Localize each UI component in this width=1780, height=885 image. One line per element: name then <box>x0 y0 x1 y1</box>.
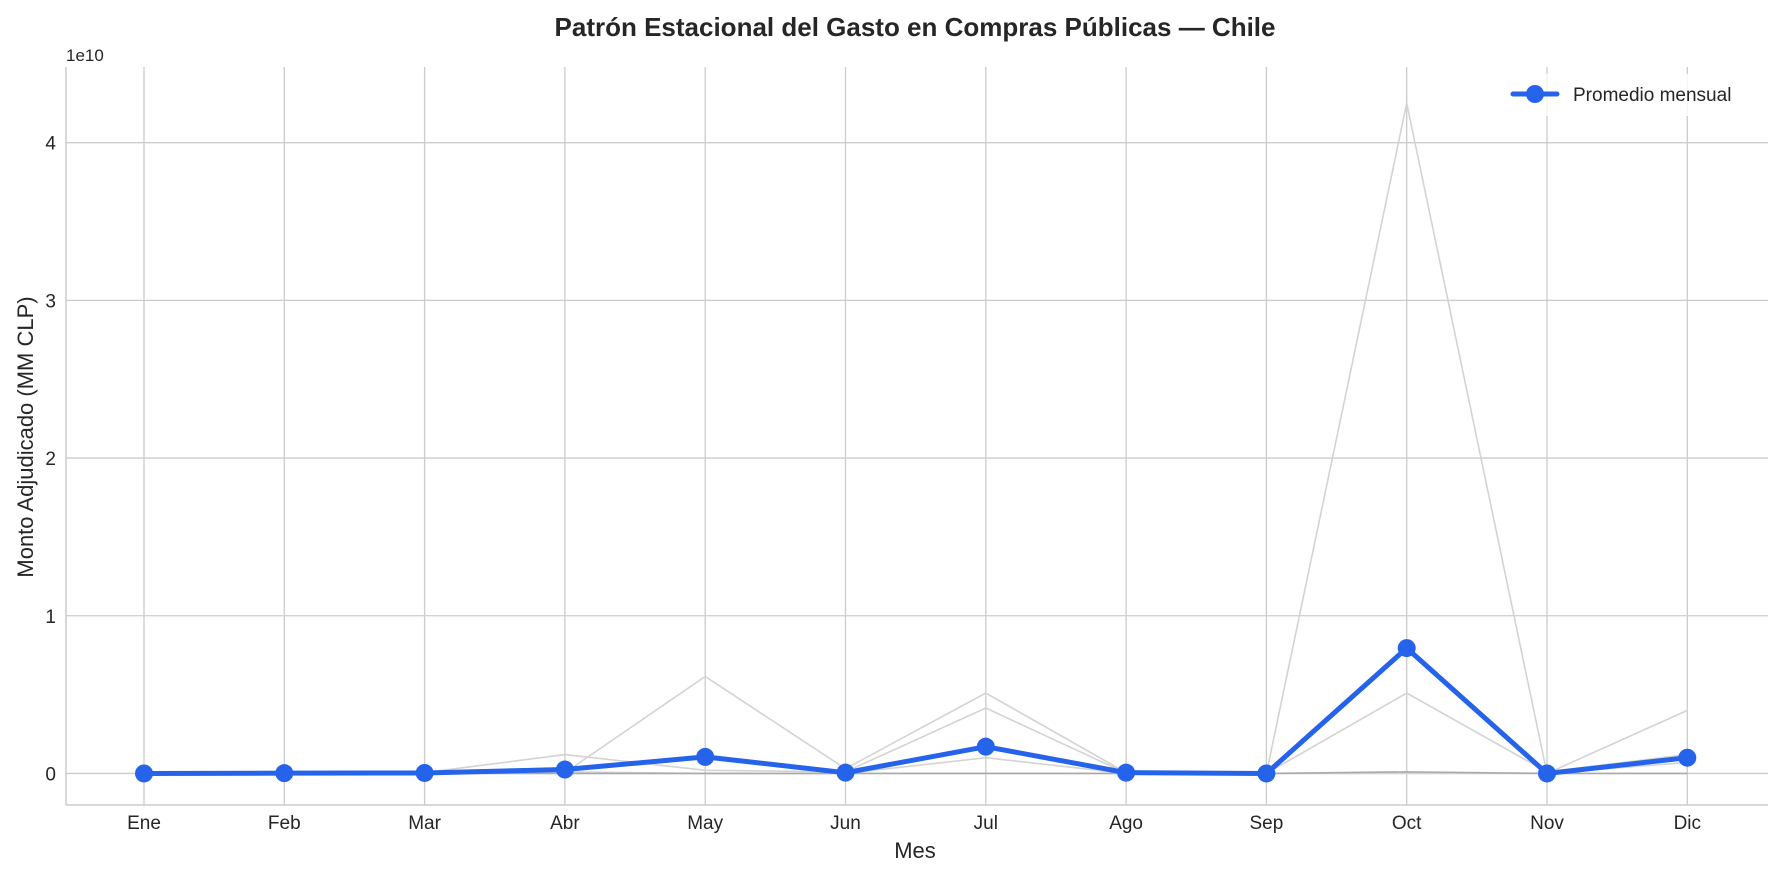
y-tick-label: 1 <box>45 607 56 628</box>
data-point <box>1538 764 1556 783</box>
y-axis-label: Monto Adjudicado (MM CLP) <box>13 296 38 577</box>
data-point <box>555 760 574 779</box>
data-point <box>135 764 153 783</box>
x-tick-label: Ene <box>127 813 161 834</box>
y-axis-offset-text: 1e10 <box>66 46 104 65</box>
legend-label: Promedio mensual <box>1573 85 1731 106</box>
x-tick-label: Ago <box>1109 813 1143 834</box>
data-point <box>275 764 294 783</box>
data-point <box>1257 764 1276 783</box>
y-tick-label: 0 <box>45 764 56 785</box>
x-tick-label: Jun <box>830 813 861 834</box>
data-point <box>1117 763 1136 782</box>
x-tick-label: Nov <box>1530 813 1564 834</box>
axes-spines <box>65 67 1768 806</box>
legend: Promedio mensual <box>1500 74 1758 116</box>
data-point <box>976 737 995 756</box>
series-line-promedio-mensual <box>141 645 1690 776</box>
background-series-lines <box>143 103 1688 775</box>
y-tick-label: 4 <box>45 134 56 155</box>
tick-labels: Ene Feb Mar Abr May Jun Jul Ago Sep Oct Nov Dic 0 1 2 3… <box>45 134 1701 834</box>
data-point <box>1678 748 1697 767</box>
x-tick-label: Oct <box>1392 813 1422 834</box>
chart-title: Patrón Estacional del Gasto en Compras P… <box>555 12 1276 42</box>
data-point <box>415 763 434 782</box>
legend-point-marker <box>1526 85 1544 103</box>
x-tick-label: Sep <box>1249 813 1283 834</box>
y-tick-label: 2 <box>45 449 56 470</box>
x-axis-label: Mes <box>894 838 936 863</box>
data-point <box>696 747 715 766</box>
y-tick-label: 3 <box>45 291 56 312</box>
x-tick-label: Mar <box>408 813 441 834</box>
x-tick-label: Abr <box>550 813 580 834</box>
background-series-line <box>143 103 1688 775</box>
data-point <box>836 763 855 782</box>
x-tick-label: May <box>687 813 723 834</box>
x-tick-label: Jul <box>974 813 998 834</box>
x-tick-label: Feb <box>268 813 301 834</box>
grid <box>66 67 1768 805</box>
main-series <box>135 639 1697 783</box>
x-tick-label: Dic <box>1674 813 1701 834</box>
data-point <box>1397 639 1416 658</box>
